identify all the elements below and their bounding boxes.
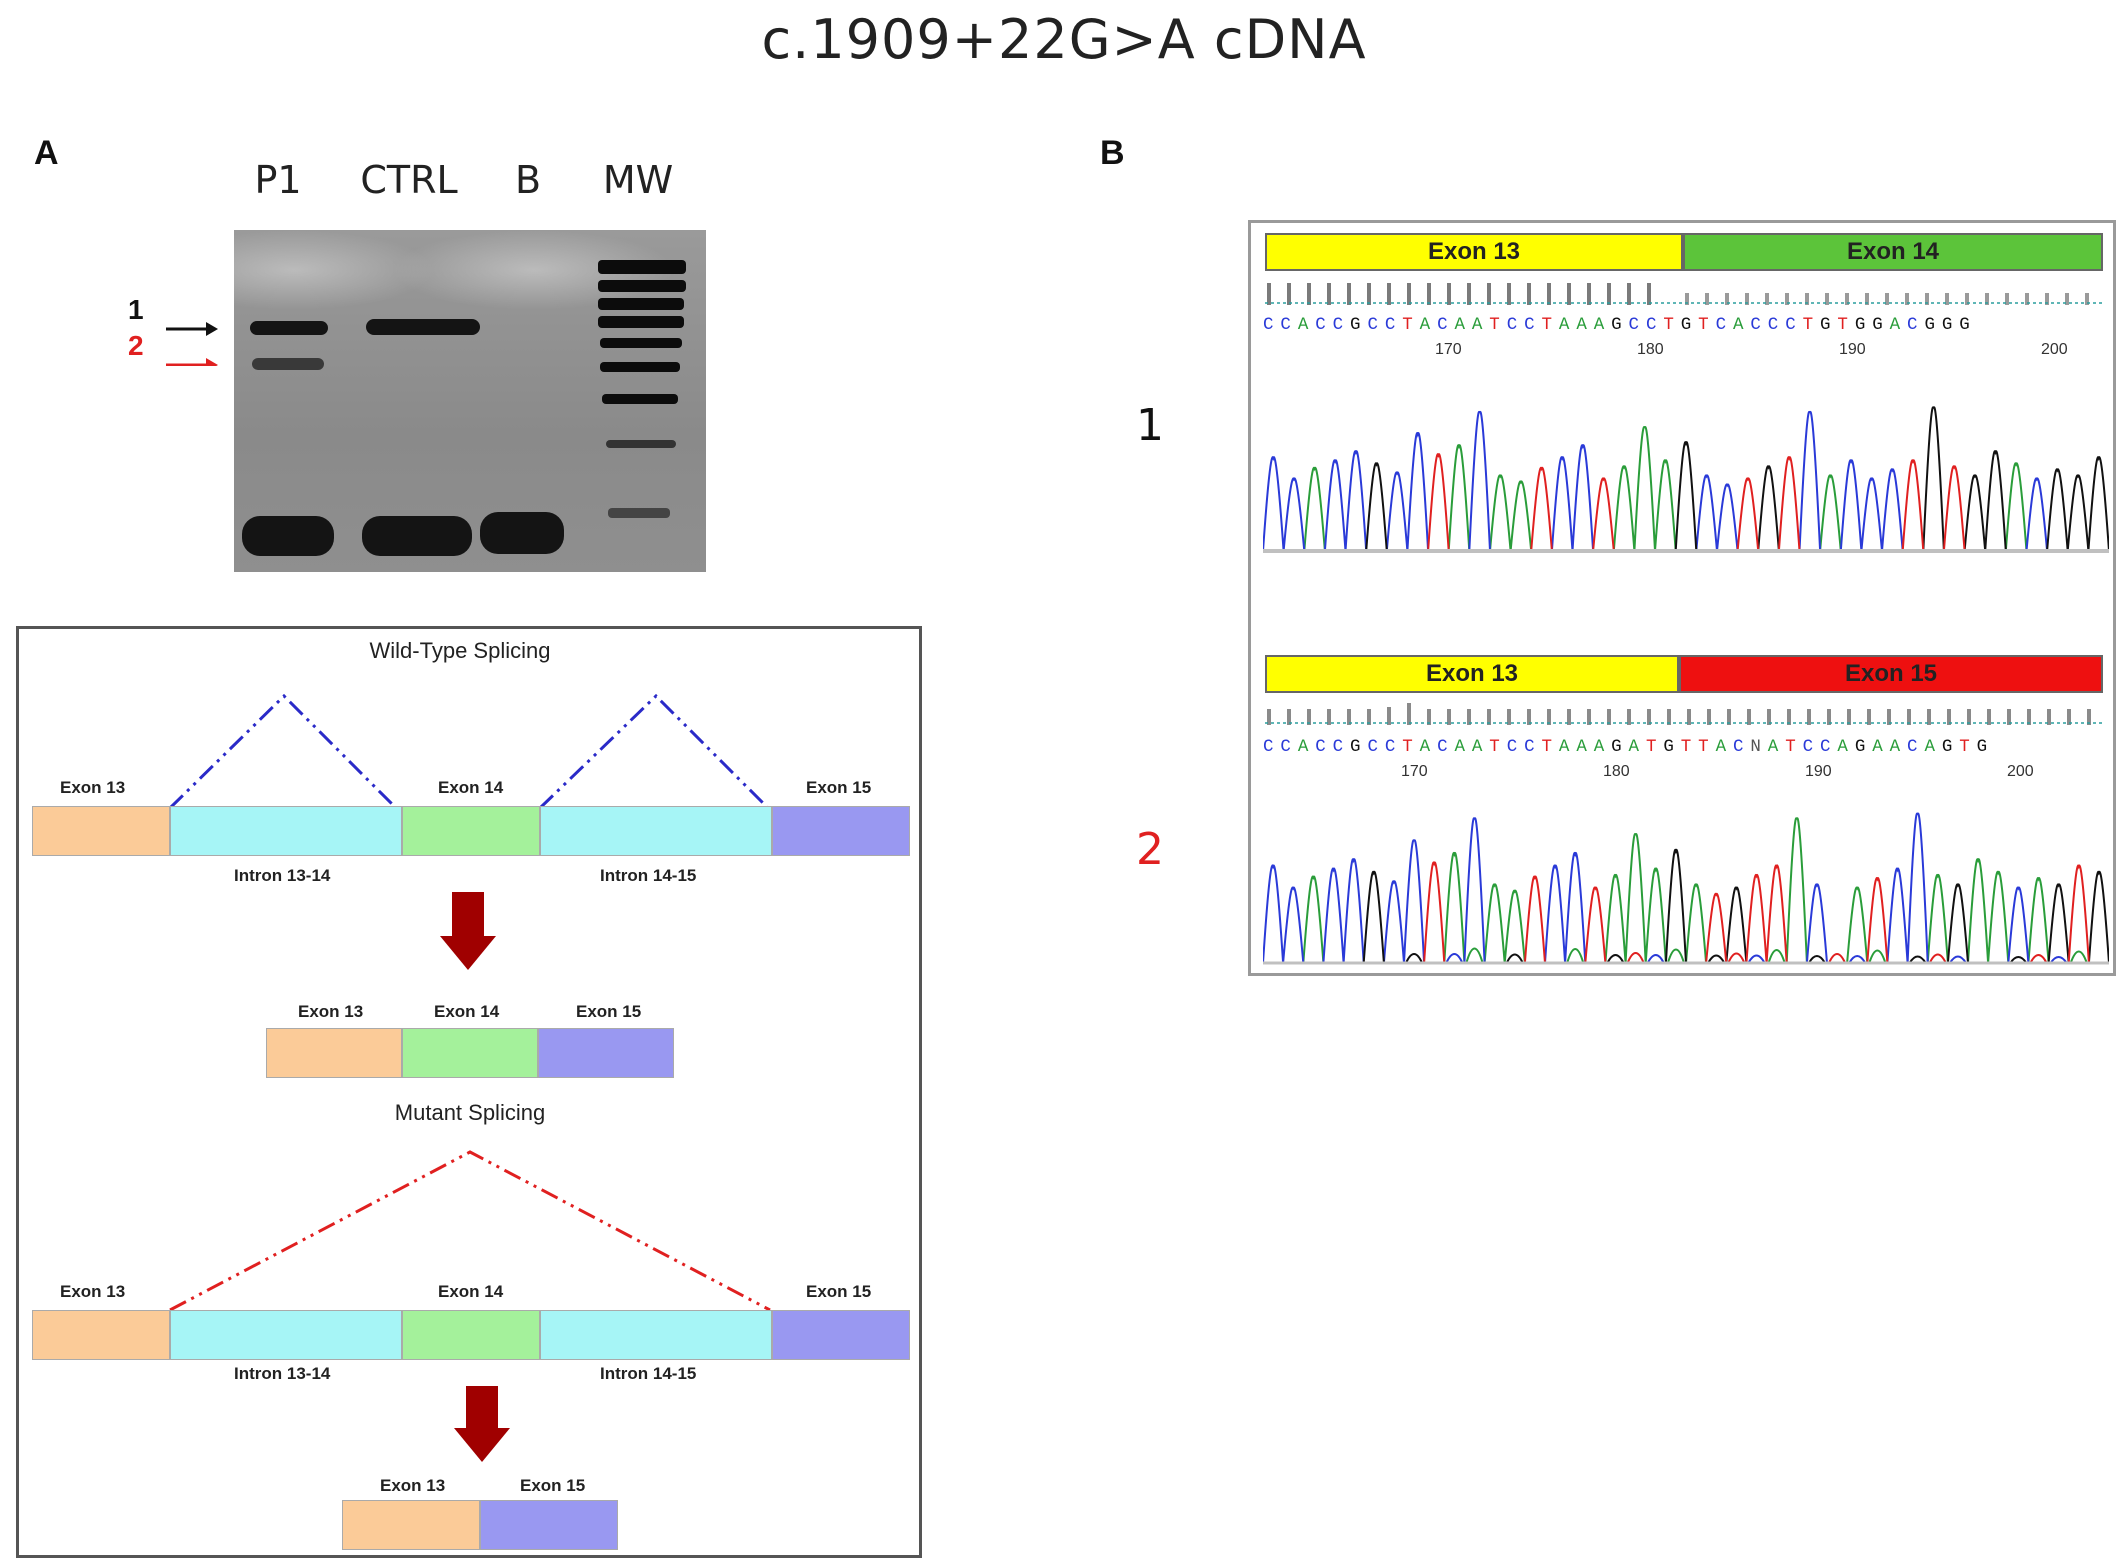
wt-mrna-exon14-box bbox=[402, 1028, 538, 1078]
lane-label-blank: B bbox=[514, 158, 542, 202]
wt-mrna-exon15-label: Exon 15 bbox=[576, 1002, 642, 1021]
panel-b-letter: B bbox=[1100, 134, 1125, 172]
trace-peak-series-C bbox=[1263, 410, 2109, 552]
trace1-quality-bars bbox=[1265, 283, 2105, 305]
wt-down-arrow-icon bbox=[440, 892, 496, 970]
trace-label-1: 1 bbox=[1136, 400, 1164, 451]
arrow-band-2-icon bbox=[166, 358, 218, 366]
wild-type-splicing-title: Wild-Type Splicing bbox=[369, 638, 551, 663]
trace-peak-series-A bbox=[1263, 425, 2109, 552]
trace-peak-series-T bbox=[1263, 861, 2109, 964]
ladder-band bbox=[608, 508, 670, 518]
mut-down-arrow-icon bbox=[454, 1386, 510, 1462]
mut-intron-13-14-box bbox=[170, 1310, 402, 1360]
wild-type-splice-lines bbox=[168, 693, 770, 810]
mutant-splicing-title: Mutant Splicing bbox=[394, 1100, 546, 1125]
band-arrows bbox=[166, 322, 218, 366]
wt-exon13-box bbox=[32, 806, 170, 856]
ladder-band bbox=[598, 260, 686, 274]
lane-label-p1: P1 bbox=[254, 158, 302, 202]
ladder-band bbox=[598, 316, 684, 328]
trace-peak-series-T bbox=[1263, 453, 2109, 552]
ctrl-primer-band bbox=[362, 516, 472, 556]
wt-exon13-label: Exon 13 bbox=[60, 778, 126, 797]
trace2-sequence: CCACCGCCTACAATCCTAAAGATGTTACNATCCAGAACAG… bbox=[1263, 737, 1995, 757]
band-label-2: 2 bbox=[128, 330, 144, 361]
p1-band-1 bbox=[250, 321, 328, 335]
mut-exon14-box bbox=[402, 1310, 540, 1360]
panel-a-letter: A bbox=[34, 134, 59, 172]
wt-intron-13-14-label: Intron 13-14 bbox=[234, 866, 331, 885]
figure-title: c.1909+22G>A cDNA bbox=[761, 8, 1367, 71]
wt-mrna-exon15-box bbox=[538, 1028, 674, 1078]
trace2-quality-bars bbox=[1265, 703, 2105, 725]
wt-mrna-exon13-box bbox=[266, 1028, 402, 1078]
ladder-band bbox=[598, 298, 684, 310]
mut-intron-14-15-label: Intron 14-15 bbox=[600, 1364, 697, 1383]
band-label-1: 1 bbox=[128, 294, 144, 325]
trace2-pos-200: 200 bbox=[2007, 763, 2034, 780]
wt-exon14-box bbox=[402, 806, 540, 856]
lane-label-ctrl: CTRL bbox=[360, 158, 458, 202]
trace1-pos-170: 170 bbox=[1435, 341, 1462, 358]
mut-mrna-exon13-label: Exon 13 bbox=[380, 1476, 446, 1495]
ctrl-band-1 bbox=[366, 319, 480, 335]
lane-label-mw: MW bbox=[602, 158, 674, 202]
blank-primer-band bbox=[480, 512, 564, 554]
wt-intron-13-14-box bbox=[170, 806, 402, 856]
trace2-exon15-bar: Exon 15 bbox=[1679, 655, 2103, 693]
ladder-band bbox=[602, 394, 678, 404]
splicing-diagram-frame bbox=[16, 626, 922, 1558]
trace-peak-series-G bbox=[1263, 406, 2109, 552]
trace2-pos-180: 180 bbox=[1603, 763, 1630, 780]
p1-primer-band bbox=[242, 516, 334, 556]
ladder-band bbox=[606, 440, 676, 448]
trace-label-2: 2 bbox=[1136, 824, 1164, 875]
mut-mrna-exon13-box bbox=[342, 1500, 480, 1550]
ladder-band bbox=[600, 338, 682, 348]
wt-exon15-label: Exon 15 bbox=[806, 778, 872, 797]
trace2-pos-190: 190 bbox=[1805, 763, 1832, 780]
trace1-pos-200: 200 bbox=[2041, 341, 2068, 358]
sequencing-panel: Exon 13 Exon 14 CCACCGCCTACAATCCTAAAGCCT… bbox=[1248, 220, 2116, 976]
mut-mrna-exon15-box bbox=[480, 1500, 618, 1550]
ladder-band bbox=[598, 280, 686, 292]
arrow-band-1-icon bbox=[166, 322, 218, 336]
trace1-sequence: CCACCGCCTACAATCCTAAAGCCTGTCACCCTGTGGACGG… bbox=[1263, 315, 1977, 335]
trace1-exon14-bar: Exon 14 bbox=[1683, 233, 2103, 271]
mut-exon15-box bbox=[772, 1310, 910, 1360]
gel-electrophoresis-image bbox=[234, 230, 706, 572]
trace2-exon13-bar: Exon 13 bbox=[1265, 655, 1679, 693]
mut-intron-14-15-box bbox=[540, 1310, 772, 1360]
mut-mrna-exon15-label: Exon 15 bbox=[520, 1476, 586, 1495]
wt-mrna-exon13-label: Exon 13 bbox=[298, 1002, 364, 1021]
mut-exon15-label: Exon 15 bbox=[806, 1282, 872, 1301]
wt-intron-14-15-label: Intron 14-15 bbox=[600, 866, 697, 885]
ladder-band bbox=[600, 362, 680, 372]
trace1-pos-180: 180 bbox=[1637, 341, 1664, 358]
trace2-pos-170: 170 bbox=[1401, 763, 1428, 780]
mut-exon13-box bbox=[32, 1310, 170, 1360]
mutant-splice-lines bbox=[169, 1150, 771, 1312]
wt-exon14-label: Exon 14 bbox=[438, 778, 504, 797]
trace1-exon13-bar: Exon 13 bbox=[1265, 233, 1683, 271]
p1-band-2 bbox=[252, 358, 324, 370]
trace1-pos-190: 190 bbox=[1839, 341, 1866, 358]
wt-intron-14-15-box bbox=[540, 806, 772, 856]
trace2-chromatogram bbox=[1263, 812, 2109, 965]
mut-intron-13-14-label: Intron 13-14 bbox=[234, 1364, 331, 1383]
trace1-chromatogram bbox=[1263, 406, 2109, 553]
mut-exon14-label: Exon 14 bbox=[438, 1282, 504, 1301]
wt-mrna-exon14-label: Exon 14 bbox=[434, 1002, 500, 1021]
mut-exon13-label: Exon 13 bbox=[60, 1282, 126, 1301]
trace-peak-series-C bbox=[1263, 812, 2109, 964]
wt-exon15-box bbox=[772, 806, 910, 856]
